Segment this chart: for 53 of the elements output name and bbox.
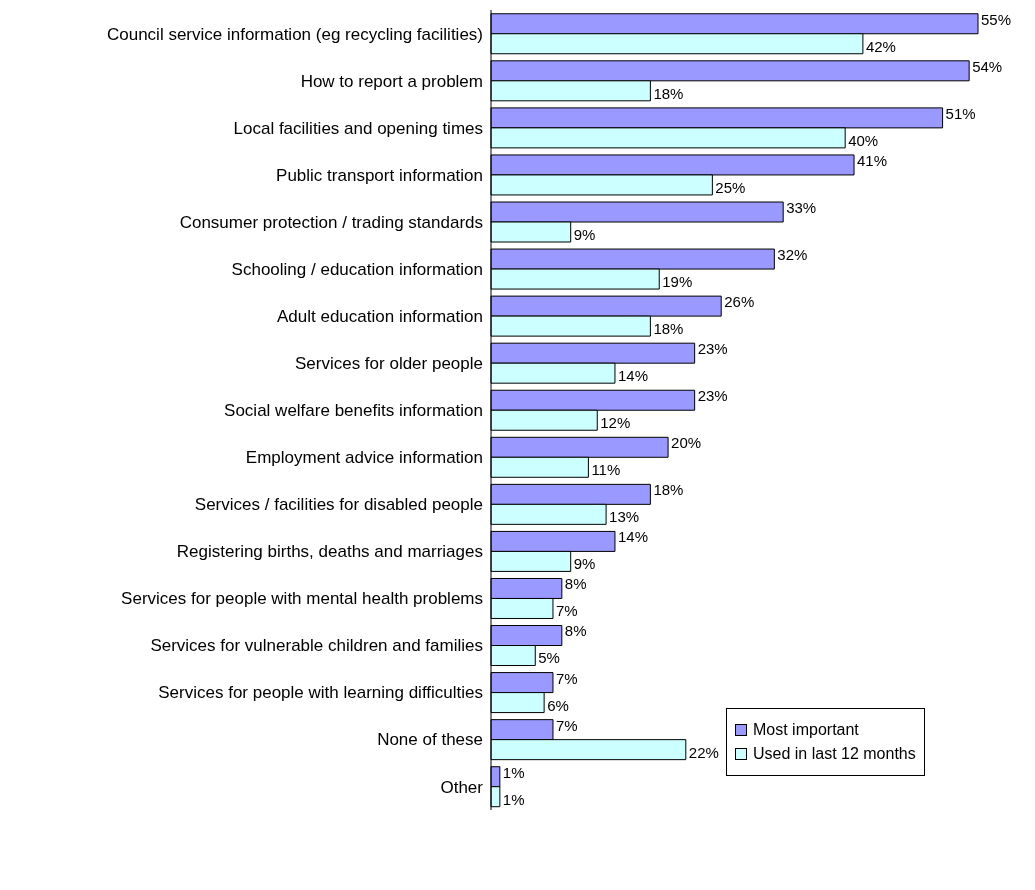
data-label: 12% [600, 414, 631, 432]
data-label: 13% [609, 508, 640, 526]
y-tick-label: Services for vulnerable children and families [150, 636, 483, 656]
data-label: 20% [671, 434, 702, 452]
data-label: 14% [617, 367, 648, 385]
y-tick-label: Services for older people [294, 353, 483, 373]
y-tick-label: How to report a problem [300, 71, 483, 91]
data-label: 23% [697, 340, 728, 358]
data-label: 54% [972, 57, 1003, 75]
y-tick-label: Consumer protection / trading standards [179, 212, 483, 232]
data-label: 33% [786, 198, 817, 216]
data-label: 11% [591, 461, 621, 479]
data-label: 51% [945, 104, 976, 122]
data-label: 14% [617, 528, 648, 546]
data-label: 40% [848, 131, 879, 149]
data-label: 8% [564, 575, 587, 593]
y-tick-label: Services / facilities for disabled people [194, 495, 483, 515]
y-tick-label: Services for people with mental health problems [121, 589, 483, 609]
y-tick-label: Local facilities and opening times [233, 118, 483, 138]
data-label: 7% [555, 716, 578, 734]
y-tick-label: Registering births, deaths and marriages [176, 542, 483, 562]
data-label: 18% [653, 84, 684, 102]
y-tick-label: Services for people with learning difficulties [158, 683, 483, 703]
data-label: 1% [502, 763, 525, 781]
data-label: 55% [981, 10, 1012, 28]
legend-label: Used in last 12 months [753, 745, 916, 763]
y-tick-label: None of these [377, 730, 483, 750]
data-label: 32% [777, 246, 808, 264]
y-tick-label: Other [440, 777, 484, 797]
data-label: 18% [653, 481, 684, 499]
y-tick-label: Social welfare benefits information [224, 401, 483, 421]
y-tick-label: Employment advice information [245, 448, 483, 468]
data-label: 18% [653, 320, 684, 338]
data-label: 22% [688, 743, 719, 761]
data-label: 7% [555, 602, 578, 620]
data-label: 26% [724, 293, 755, 311]
legend-label: Most important [753, 721, 859, 739]
data-label: 1% [502, 790, 525, 808]
data-label: 9% [573, 225, 596, 243]
y-tick-label: Council service information (eg recycling facilities) [106, 24, 483, 44]
data-label: 6% [547, 696, 569, 714]
data-label: 25% [715, 178, 746, 196]
y-tick-label: Public transport information [276, 165, 483, 185]
y-tick-label: Schooling / education information [231, 259, 483, 279]
data-label: 23% [697, 387, 728, 405]
y-tick-label: Adult education information [276, 306, 483, 326]
data-label: 9% [573, 555, 596, 573]
data-label: 5% [538, 649, 560, 667]
data-label: 8% [564, 622, 587, 640]
data-label: 42% [865, 37, 896, 55]
data-label: 41% [857, 151, 888, 169]
data-label: 19% [662, 273, 693, 291]
data-label: 7% [555, 669, 578, 687]
